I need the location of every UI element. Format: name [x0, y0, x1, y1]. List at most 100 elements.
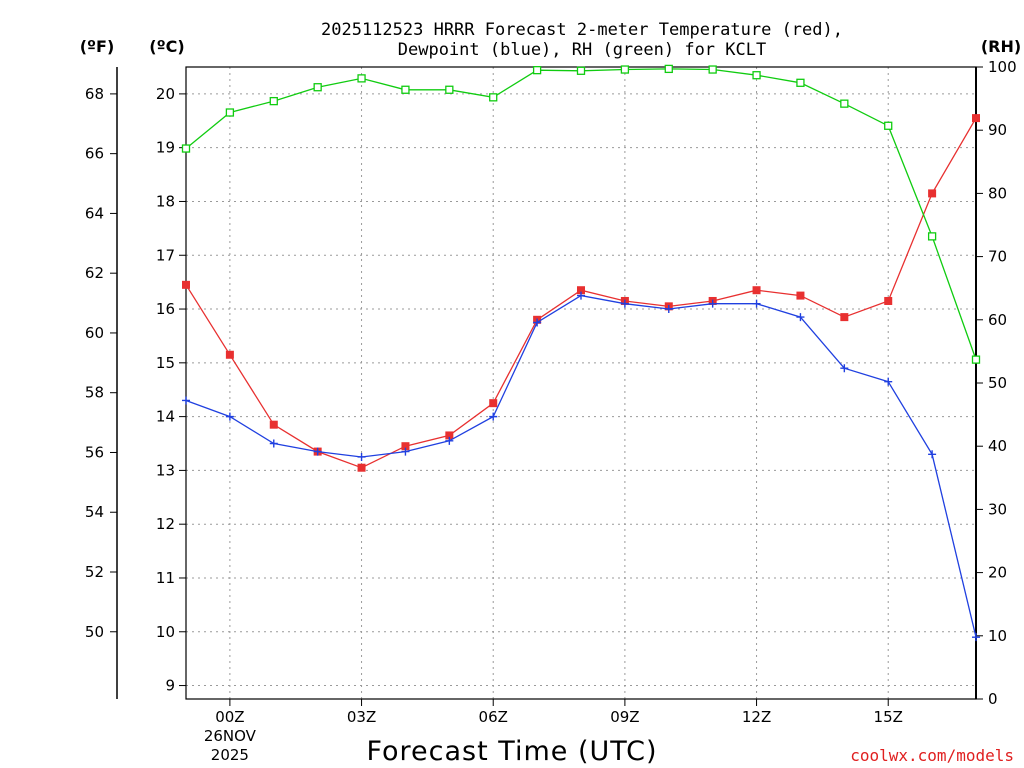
dewpoint-point	[225, 412, 234, 421]
dewpoint-point	[752, 299, 761, 308]
dewpoint-point	[401, 447, 410, 456]
rh-point	[971, 355, 981, 364]
axes	[116, 66, 977, 700]
celsius-tick-label: 12	[156, 515, 175, 533]
rh-point	[225, 108, 235, 117]
dewpoint-point	[445, 436, 454, 445]
rh-point	[840, 99, 849, 108]
x-tick-label: 06Z	[479, 708, 508, 726]
x-axis-label: Forecast Time (UTC)	[366, 736, 657, 767]
rh-point	[401, 85, 410, 94]
temperature-point	[489, 399, 498, 408]
rh-point	[796, 78, 805, 87]
dewpoint-point	[620, 299, 629, 308]
x-tick-date-label: 26NOV	[204, 727, 257, 745]
rh-point	[664, 64, 673, 74]
rh-point	[752, 71, 761, 80]
x-tick-label: 03Z	[347, 708, 376, 726]
rh-point	[620, 65, 630, 74]
fahrenheit-tick-label: 56	[85, 443, 104, 461]
celsius-tick-label: 17	[156, 246, 175, 264]
x-tick-label: 09Z	[610, 708, 639, 726]
rh-point	[532, 66, 542, 75]
dewpoint-point	[972, 633, 980, 642]
rh-point	[708, 65, 717, 74]
temperature-point	[928, 189, 937, 198]
temperature-point	[357, 463, 366, 472]
rh-point	[269, 96, 278, 106]
dewpoint-point	[269, 439, 278, 448]
rh-point	[313, 83, 322, 92]
rh-point	[357, 74, 366, 83]
dewpoint-point	[313, 447, 322, 456]
rh-tick-label: 70	[988, 248, 1007, 266]
celsius-tick-label: 10	[156, 623, 175, 641]
dewpoint-point	[840, 364, 849, 373]
celsius-tick-label: 9	[165, 677, 175, 695]
plot-frame	[185, 66, 977, 700]
dewpoint-point	[182, 396, 190, 405]
fahrenheit-tick-label: 66	[85, 145, 104, 163]
x-tick-label: 00Z	[215, 708, 244, 726]
rh-point	[576, 66, 586, 75]
rh-tick-label: 50	[988, 374, 1007, 392]
rh-tick-label: 100	[988, 58, 1017, 76]
rh-point	[445, 85, 454, 94]
fahrenheit-tick-label: 64	[85, 204, 104, 222]
temperature-point	[269, 420, 278, 429]
temperature-point	[972, 114, 980, 123]
fahrenheit-tick-label: 50	[85, 623, 104, 641]
rh-point	[181, 144, 191, 153]
dewpoint-point	[928, 450, 937, 459]
temperature-point	[225, 350, 234, 359]
temperature-point	[796, 291, 805, 300]
rh-point	[489, 93, 498, 102]
temperature-point	[182, 280, 190, 289]
rh-point	[927, 232, 937, 241]
chart-title-line1: 2025112523 HRRR Forecast 2-meter Tempera…	[321, 20, 843, 40]
rh-tick-label: 90	[988, 121, 1007, 139]
rh-series-line	[185, 68, 977, 360]
fahrenheit-tick-label: 52	[85, 563, 104, 581]
temperature-point	[577, 286, 585, 295]
credit-link[interactable]: coolwx.com/models	[850, 746, 1014, 765]
rh-tick-label: 20	[988, 564, 1007, 582]
temperature-point	[884, 296, 893, 305]
celsius-tick-label: 11	[156, 569, 175, 587]
celsius-tick-label: 14	[156, 408, 175, 426]
celsius-tick-label: 13	[156, 461, 175, 479]
fahrenheit-tick-label: 62	[85, 264, 104, 282]
rh-tick-label: 30	[988, 500, 1007, 518]
dewpoint-point	[664, 305, 673, 314]
axis-ticks: 50 52 54 56 58 60 62 64 66 68 9 10 11 12 13 14 15 16 17 18 1…	[85, 58, 1017, 764]
celsius-tick-label: 16	[156, 300, 175, 318]
x-tick-label: 15Z	[874, 708, 903, 726]
rh-axis-unit: (RH)	[981, 37, 1021, 56]
rh-tick-label: 10	[988, 627, 1007, 645]
celsius-tick-label: 18	[156, 192, 175, 210]
rh-tick-label: 60	[988, 311, 1007, 329]
celsius-axis-unit: (ºC)	[149, 37, 184, 56]
dewpoint-point	[577, 291, 585, 300]
celsius-tick-label: 19	[156, 139, 175, 157]
dewpoint-point	[357, 452, 366, 461]
fahrenheit-axis-unit: (ºF)	[80, 37, 115, 56]
celsius-tick-label: 20	[156, 85, 175, 103]
temperature-point	[840, 313, 849, 322]
dewpoint-series-line	[185, 294, 977, 638]
dewpoint-point	[796, 313, 805, 322]
fahrenheit-tick-label: 60	[85, 324, 104, 342]
rh-tick-label: 40	[988, 437, 1007, 455]
dewpoint-point	[884, 377, 893, 386]
temperature-point	[401, 442, 410, 451]
dewpoint-point	[708, 299, 717, 308]
temperature-point	[445, 431, 454, 440]
x-tick-label: 12Z	[742, 708, 771, 726]
dewpoint-point	[533, 318, 542, 327]
celsius-tick-label: 15	[156, 354, 175, 372]
fahrenheit-tick-label: 68	[85, 85, 104, 103]
rh-tick-label: 80	[988, 184, 1007, 202]
chart-title-line2: Dewpoint (blue), RH (green) for KCLT	[398, 40, 766, 60]
x-tick-year-label: 2025	[211, 746, 249, 764]
